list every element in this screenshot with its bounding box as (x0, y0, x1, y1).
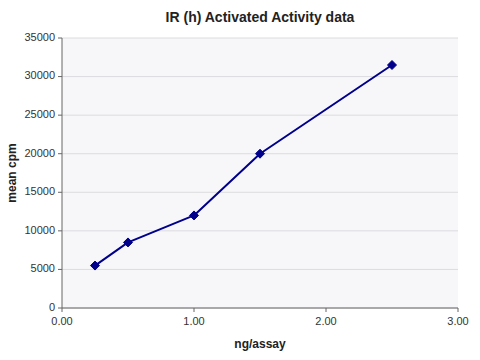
grid-line (62, 76, 458, 77)
x-axis: 0.00 1.00 2.00 3.00 (51, 308, 468, 327)
y-tick-label: 10000 (24, 224, 55, 236)
y-axis-label: mean cpm (5, 143, 19, 202)
x-tick-label: 0.00 (51, 315, 72, 327)
y-axis: 0 5000 10000 15000 20000 25000 30000 35000 (24, 31, 458, 313)
grid-line (62, 38, 458, 39)
x-tick (62, 308, 63, 312)
y-tick (58, 269, 62, 270)
y-axis-line (62, 38, 63, 308)
x-tick-label: 2.00 (315, 315, 336, 327)
data-point (388, 61, 397, 70)
y-tick-label: 25000 (24, 108, 55, 120)
chart-title: IR (h) Activated Activity data (166, 9, 355, 25)
x-tick-label: 1.00 (183, 315, 204, 327)
x-tick (458, 308, 459, 312)
y-tick-label: 0 (49, 301, 55, 313)
chart-svg: 0 5000 10000 15000 20000 25000 30000 35000 0.00 1… (0, 0, 480, 360)
y-tick (58, 76, 62, 77)
data-point (190, 211, 199, 220)
x-axis-line (62, 308, 458, 309)
x-axis-label: ng/assay (234, 337, 286, 351)
x-tick (194, 308, 195, 312)
x-tick (326, 308, 327, 312)
y-tick-label: 20000 (24, 147, 55, 159)
plot-background (62, 38, 458, 308)
grid-line (62, 230, 458, 231)
y-tick-label: 15000 (24, 185, 55, 197)
y-tick (58, 230, 62, 231)
x-tick-label: 3.00 (447, 315, 468, 327)
y-tick (58, 308, 62, 309)
y-tick (58, 38, 62, 39)
y-tick-label: 30000 (24, 69, 55, 81)
y-tick-label: 5000 (31, 262, 55, 274)
data-point (91, 261, 100, 270)
chart-container: 0 5000 10000 15000 20000 25000 30000 35000 0.00 1… (0, 0, 480, 360)
y-tick-label: 35000 (24, 31, 55, 43)
y-tick (58, 115, 62, 116)
grid-line (62, 192, 458, 193)
data-point (256, 149, 265, 158)
y-tick (58, 192, 62, 193)
data-group (91, 61, 397, 271)
data-line (95, 65, 392, 266)
grid-line (62, 269, 458, 270)
grid-line (62, 115, 458, 116)
y-tick (58, 153, 62, 154)
data-point (124, 238, 133, 247)
grid-line (62, 308, 458, 309)
